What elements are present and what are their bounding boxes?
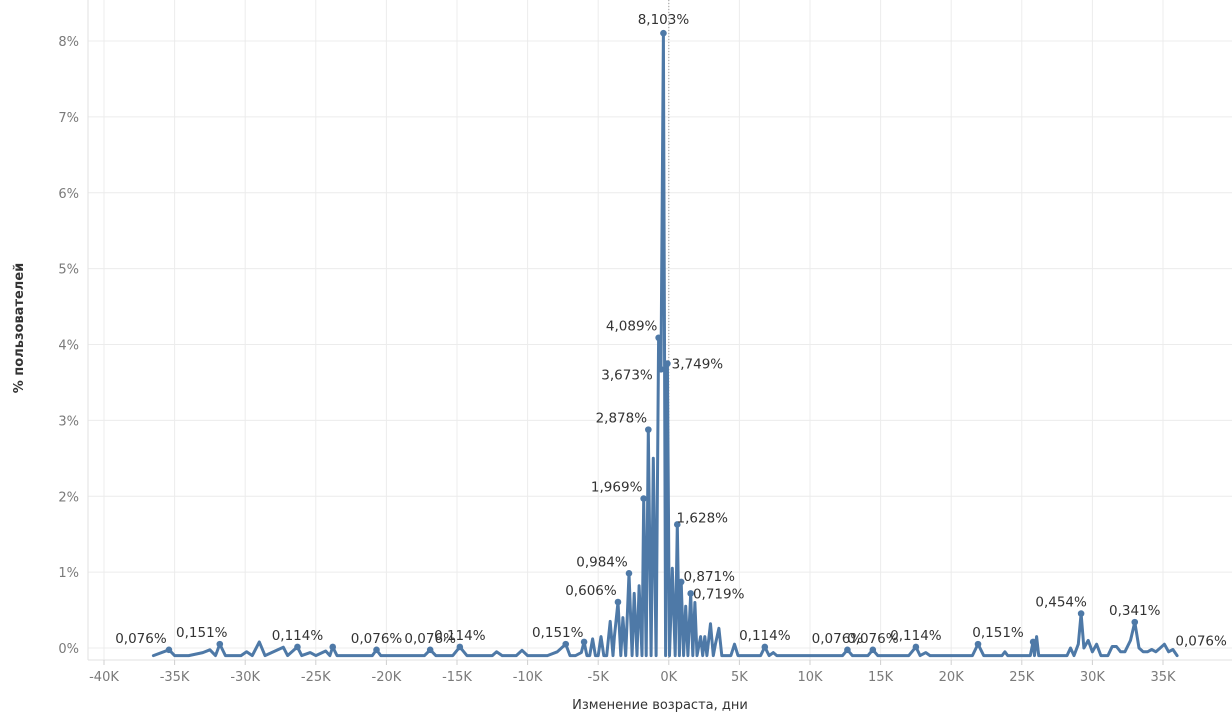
data-label-layer: 0,076% 0,151% 0,114% 0,076% 0,076%0,114% 0,15… xyxy=(115,12,1227,649)
x-tick-label: -20K xyxy=(372,670,402,685)
data-label: 2,878% xyxy=(596,411,648,427)
data-point[interactable] xyxy=(1029,638,1037,646)
data-label: 8,103% xyxy=(638,12,690,28)
data-point[interactable] xyxy=(844,646,851,654)
data-label: 0,606% xyxy=(565,583,617,599)
x-tick-label: -25K xyxy=(301,670,331,685)
data-point[interactable] xyxy=(640,495,647,502)
y-tick-label: 5% xyxy=(58,263,79,278)
data-point[interactable] xyxy=(329,643,337,651)
data-label: 0,114% xyxy=(739,628,791,644)
data-label: 1,969% xyxy=(591,480,643,496)
data-point[interactable] xyxy=(974,640,982,648)
x-axis-ticks: -40K -35K -30K -25K -20K -15K -10K -5K 0K 5K 10K 15… xyxy=(89,660,1176,685)
x-tick-label: 30K xyxy=(1080,670,1106,685)
data-label: 0,076% xyxy=(812,631,864,647)
y-tick-label: 1% xyxy=(58,566,79,581)
data-point[interactable] xyxy=(664,360,671,367)
data-label: 0,151% xyxy=(176,625,228,641)
data-point[interactable] xyxy=(165,646,173,654)
data-point[interactable] xyxy=(294,643,301,651)
data-label: 0,076% xyxy=(115,631,167,647)
data-point[interactable] xyxy=(677,578,685,586)
data-point[interactable] xyxy=(562,640,570,648)
y-axis-title: % пользователей xyxy=(12,263,27,394)
data-point[interactable] xyxy=(216,640,224,648)
data-point[interactable] xyxy=(614,598,622,606)
data-label: 0,114% xyxy=(434,628,486,644)
data-point[interactable] xyxy=(1131,618,1139,626)
data-point[interactable] xyxy=(655,334,662,342)
data-label: 0,341% xyxy=(1109,603,1161,619)
x-tick-label: -5K xyxy=(587,670,609,685)
x-tick-label: 5K xyxy=(731,670,748,685)
y-axis-ticks: 0% 1% 2% 3% 4% 5% 6% 7% 8% xyxy=(58,35,79,657)
data-label: 1,628% xyxy=(677,510,729,526)
data-label: 0,114% xyxy=(272,628,324,644)
x-tick-label: 10K xyxy=(797,670,823,685)
y-tick-label: 7% xyxy=(58,111,79,126)
x-tick-label: 20K xyxy=(939,670,965,685)
data-label: 3,673% xyxy=(601,367,653,383)
x-tick-label: -10K xyxy=(513,670,543,685)
data-label: 4,089% xyxy=(606,319,658,335)
data-point[interactable] xyxy=(912,643,920,651)
data-label: 0,454% xyxy=(1035,595,1087,611)
data-label: 0,076% xyxy=(1175,634,1227,650)
data-point[interactable] xyxy=(660,29,667,37)
data-label: 0,151% xyxy=(532,625,584,641)
data-label: 0,076% xyxy=(847,631,899,647)
data-point[interactable] xyxy=(645,426,652,433)
data-point[interactable] xyxy=(456,643,464,651)
data-point[interactable] xyxy=(625,570,633,577)
marker-layer xyxy=(165,29,1139,654)
series-line[interactable] xyxy=(151,31,1179,658)
data-point[interactable] xyxy=(687,590,694,597)
data-label: 0,984% xyxy=(576,554,628,570)
data-label: 0,076% xyxy=(351,631,403,647)
y-tick-label: 6% xyxy=(58,187,79,202)
data-point[interactable] xyxy=(657,366,665,373)
x-tick-label: -40K xyxy=(89,670,119,685)
data-point[interactable] xyxy=(761,643,769,651)
x-tick-label: -30K xyxy=(230,670,260,685)
data-label: 0,076% xyxy=(404,631,456,647)
data-point[interactable] xyxy=(580,638,588,646)
x-tick-label: 35K xyxy=(1150,670,1176,685)
x-tick-label: -35K xyxy=(160,670,190,685)
x-tick-label: -15K xyxy=(442,670,472,685)
x-tick-label: 0K xyxy=(660,670,677,685)
y-tick-label: 2% xyxy=(58,490,79,505)
data-point[interactable] xyxy=(373,646,380,654)
y-tick-label: 8% xyxy=(58,35,79,50)
data-label: 3,749% xyxy=(672,357,724,373)
x-tick-label: 15K xyxy=(868,670,894,685)
y-tick-label: 0% xyxy=(58,642,79,657)
y-tick-label: 3% xyxy=(58,414,79,429)
y-tick-label: 4% xyxy=(58,339,79,354)
data-point[interactable] xyxy=(673,521,681,528)
data-label: 0,719% xyxy=(693,586,745,602)
data-point[interactable] xyxy=(869,646,877,654)
x-tick-label: 25K xyxy=(1009,670,1035,685)
data-point[interactable] xyxy=(426,646,434,654)
data-label: 0,114% xyxy=(890,628,942,644)
data-label: 0,871% xyxy=(683,569,735,585)
data-point[interactable] xyxy=(1077,610,1085,617)
x-axis-title: Изменение возраста, дни xyxy=(572,698,748,713)
data-label: 0,151% xyxy=(972,625,1024,641)
